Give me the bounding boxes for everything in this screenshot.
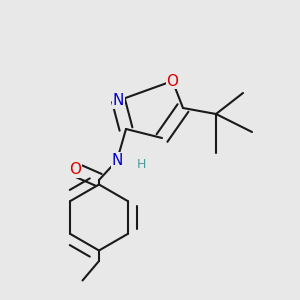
Text: N: N xyxy=(111,153,123,168)
Text: O: O xyxy=(69,162,81,177)
Text: N: N xyxy=(113,93,124,108)
Text: O: O xyxy=(167,74,178,88)
Text: H: H xyxy=(136,158,146,172)
